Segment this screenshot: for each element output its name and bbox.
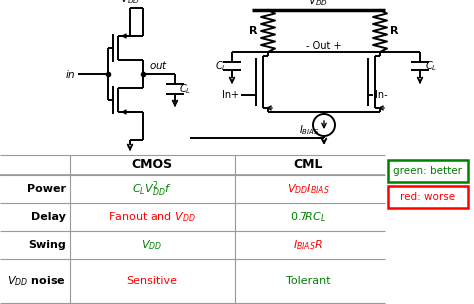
Text: $out$: $out$ <box>149 59 169 71</box>
Text: R: R <box>390 26 399 36</box>
Text: red: worse: red: worse <box>401 192 456 202</box>
Text: $V_{DD}$ noise: $V_{DD}$ noise <box>7 274 66 288</box>
Text: $C_L$: $C_L$ <box>215 59 227 73</box>
Bar <box>388 186 468 208</box>
Text: $C_LV_{DD}^2f$: $C_LV_{DD}^2f$ <box>132 179 172 199</box>
Text: $C_L$: $C_L$ <box>179 82 191 96</box>
Text: In+: In+ <box>222 90 239 100</box>
Text: Fanout and $V_{DD}$: Fanout and $V_{DD}$ <box>108 210 196 224</box>
Text: Sensitive: Sensitive <box>127 276 177 286</box>
Text: R: R <box>249 26 258 36</box>
Text: $V_{DD}$: $V_{DD}$ <box>141 238 163 252</box>
Text: Power: Power <box>27 184 66 194</box>
Text: $I_{BIAS}R$: $I_{BIAS}R$ <box>293 238 323 252</box>
Text: $I_{BIAS}$: $I_{BIAS}$ <box>299 123 319 137</box>
Text: $in$: $in$ <box>65 68 76 80</box>
Text: CMOS: CMOS <box>131 158 173 171</box>
Text: In-: In- <box>375 90 388 100</box>
Bar <box>388 160 468 182</box>
Text: Swing: Swing <box>28 240 66 250</box>
Text: Delay: Delay <box>31 212 66 222</box>
Text: CML: CML <box>293 158 323 171</box>
Text: $V_{DD}I_{BIAS}$: $V_{DD}I_{BIAS}$ <box>287 182 329 196</box>
Text: $C_L$: $C_L$ <box>425 59 437 73</box>
Text: Tolerant: Tolerant <box>286 276 330 286</box>
Text: $V_{DD}$: $V_{DD}$ <box>120 0 140 6</box>
Text: $V_{DD}$: $V_{DD}$ <box>308 0 328 8</box>
Text: - Out +: - Out + <box>306 41 342 51</box>
Text: $0.7RC_L$: $0.7RC_L$ <box>290 210 326 224</box>
Text: green: better: green: better <box>393 166 463 176</box>
